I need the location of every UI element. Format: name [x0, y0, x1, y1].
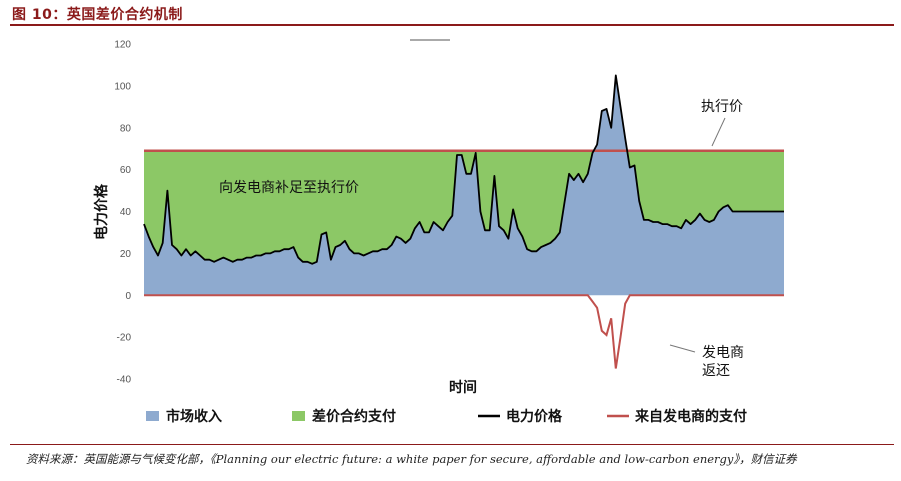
y-axis-title: 电力价格 [93, 183, 110, 240]
y-tick-label: 40 [120, 207, 132, 218]
legend-label: 差价合约支付 [312, 408, 396, 425]
cfd-payment-area [144, 150, 784, 264]
plot-layer [143, 74, 784, 369]
legend-swatch [146, 411, 159, 421]
y-tick-label: 120 [114, 40, 131, 51]
legend-label: 来自发电商的支付 [634, 408, 747, 425]
legend-label: 电力价格 [506, 408, 563, 425]
y-tick-label: -40 [117, 375, 132, 386]
generator-payment-line [144, 294, 784, 369]
legend: 市场收入 差价合约支付 电力价格 来自发电商的支付 [146, 408, 747, 425]
payback-annotation-line2: 返还 [702, 363, 730, 379]
payback-annotation-line1: 发电商 [702, 345, 744, 361]
y-tick-label: 20 [120, 249, 132, 260]
y-ticks: -40 -20 0 20 40 60 80 100 120 [114, 40, 131, 386]
figure-title: 图 10：英国差价合约机制 [12, 7, 183, 23]
electricity-price-line [143, 74, 784, 265]
title-rule [10, 24, 894, 26]
x-axis-title: 时间 [449, 379, 477, 396]
cfd-chart: -40 -20 0 20 40 60 80 100 120 电力价格 时间 执行价 向发电商补足… [93, 39, 784, 425]
payback-pointer [669, 344, 696, 353]
y-tick-label: -20 [117, 333, 132, 344]
y-tick-label: 100 [114, 81, 131, 92]
top-up-annotation: 向发电商补足至执行价 [219, 180, 359, 196]
y-tick-label: 80 [120, 123, 132, 134]
source-rule [10, 444, 894, 445]
legend-label: 市场收入 [166, 408, 222, 425]
strike-annotation: 执行价 [701, 99, 743, 115]
y-tick-label: 60 [120, 165, 132, 176]
source-note: 资料来源：英国能源与气候变化部，《Planning our electric f… [26, 452, 797, 466]
y-tick-label: 0 [125, 291, 131, 302]
legend-swatch [292, 411, 305, 421]
strike-pointer [711, 117, 726, 147]
